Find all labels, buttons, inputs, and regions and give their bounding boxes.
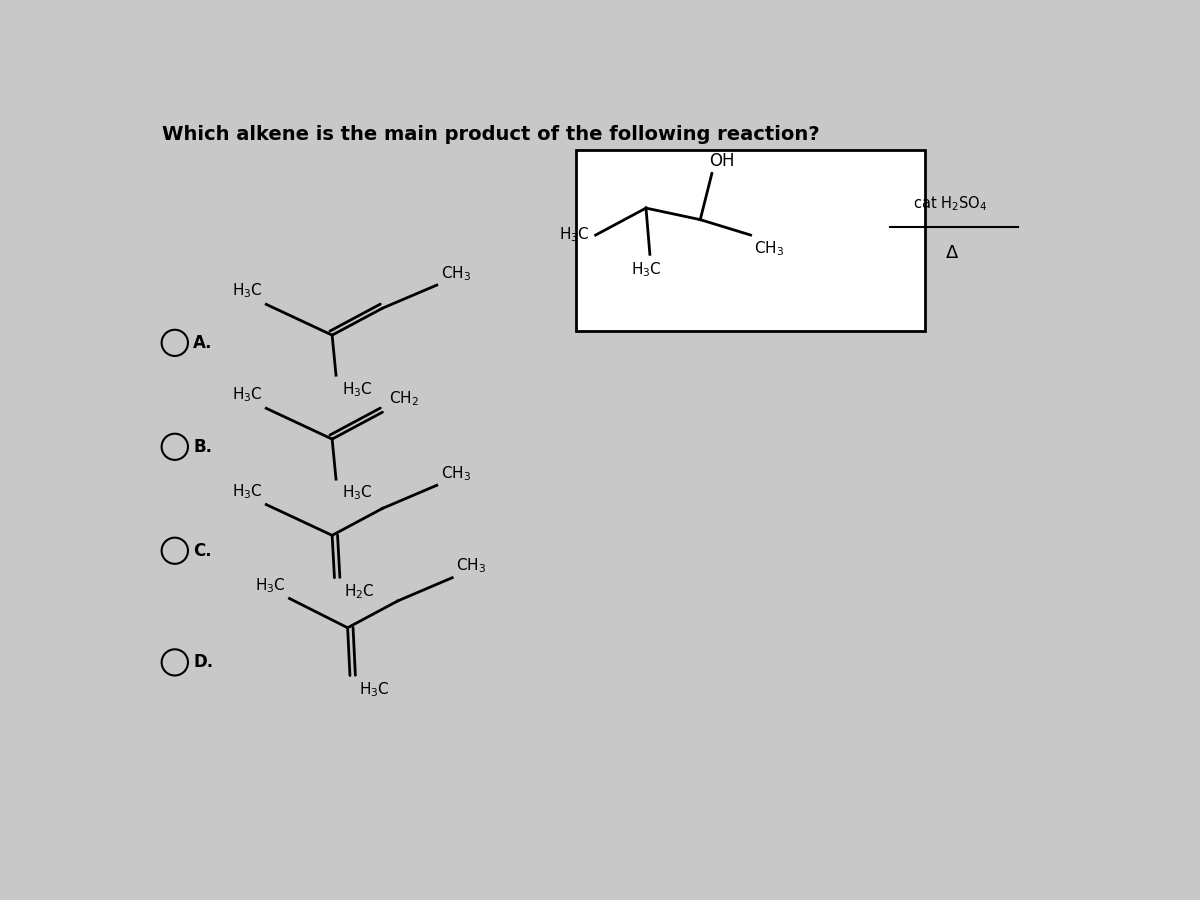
Text: Which alkene is the main product of the following reaction?: Which alkene is the main product of the … <box>162 125 820 144</box>
Text: A.: A. <box>193 334 212 352</box>
Text: $\mathregular{H_3C}$: $\mathregular{H_3C}$ <box>232 282 263 301</box>
Text: $\mathregular{H_3C}$: $\mathregular{H_3C}$ <box>254 576 286 595</box>
FancyBboxPatch shape <box>576 150 925 331</box>
Text: $\mathregular{H_3C}$: $\mathregular{H_3C}$ <box>359 680 390 698</box>
Text: $\mathregular{H_3C}$: $\mathregular{H_3C}$ <box>342 380 373 399</box>
Text: B.: B. <box>193 437 212 455</box>
Text: $\mathregular{CH_3}$: $\mathregular{CH_3}$ <box>440 264 470 283</box>
Text: $\mathregular{H_3C}$: $\mathregular{H_3C}$ <box>559 226 589 245</box>
Text: $\Delta$: $\Delta$ <box>946 244 959 262</box>
Text: C.: C. <box>193 542 212 560</box>
Text: $\mathregular{CH_3}$: $\mathregular{CH_3}$ <box>755 238 785 257</box>
Text: $\mathregular{H_2C}$: $\mathregular{H_2C}$ <box>343 582 374 601</box>
Text: $\mathregular{H_3C}$: $\mathregular{H_3C}$ <box>631 260 661 279</box>
Text: OH: OH <box>709 151 736 169</box>
Text: cat $\mathregular{H_2SO_4}$: cat $\mathregular{H_2SO_4}$ <box>913 194 988 213</box>
Text: $\mathregular{CH_2}$: $\mathregular{CH_2}$ <box>389 389 419 408</box>
Text: $\mathregular{CH_3}$: $\mathregular{CH_3}$ <box>456 557 486 575</box>
Text: $\mathregular{H_3C}$: $\mathregular{H_3C}$ <box>232 482 263 500</box>
Text: $\mathregular{H_3C}$: $\mathregular{H_3C}$ <box>232 386 263 404</box>
Text: $\mathregular{CH_3}$: $\mathregular{CH_3}$ <box>440 464 470 483</box>
Text: $\mathregular{H_3C}$: $\mathregular{H_3C}$ <box>342 484 373 502</box>
Text: D.: D. <box>193 653 214 671</box>
